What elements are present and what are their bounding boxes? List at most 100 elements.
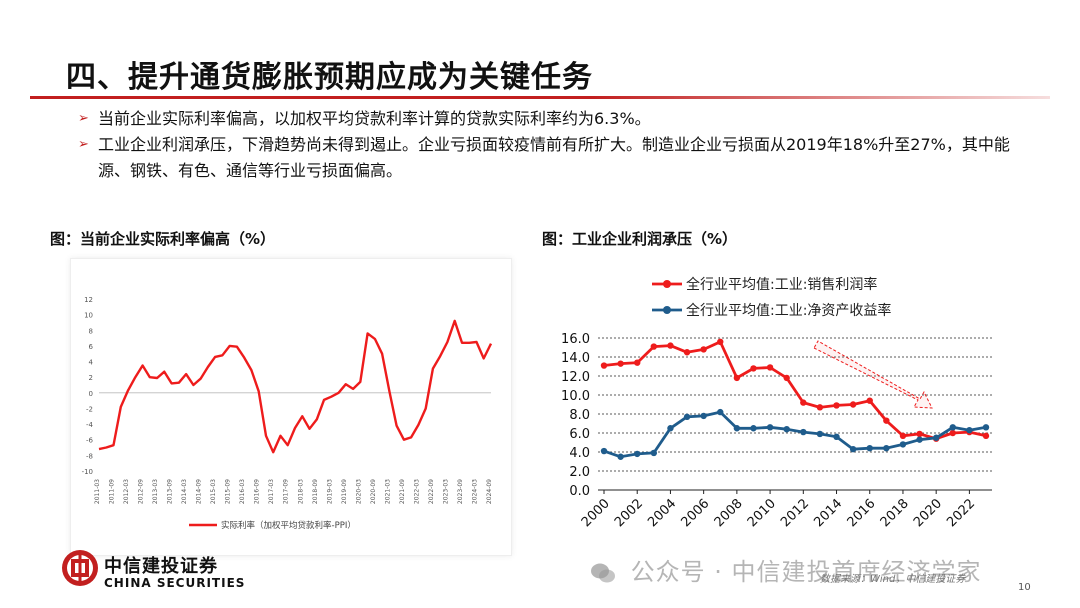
- data-source: 数据来源：Wind，中信建投证券: [820, 574, 966, 585]
- wechat-icon: [591, 563, 615, 583]
- y-tick-label: -8: [86, 452, 93, 460]
- bullet-item: ➢ 工业企业利润承压，下滑趋势尚未得到遏止。企业亏损面较疫情前有所扩大。制造业企…: [78, 132, 1038, 184]
- series-line-real-rate: [98, 319, 493, 454]
- left-chart-frame: 12 10 8 6 4 2 0 -2 -4 -6 -8 -10 2011-03 2011-09 2012-0…: [70, 258, 512, 556]
- y-tick-label: 14.0: [561, 351, 590, 366]
- x-tick-label: 2022-03: [413, 479, 420, 504]
- x-tick-label: 2022: [944, 496, 978, 530]
- y-tick-label: 6: [89, 343, 94, 351]
- data-point: [849, 445, 857, 453]
- x-tick-label: 2014-03: [181, 479, 188, 504]
- y-tick-label: 12.0: [561, 370, 590, 385]
- x-tick-label: 2020: [911, 496, 945, 530]
- x-tick-label: 2010: [745, 496, 779, 530]
- x-tick-label: 2021-09: [399, 479, 406, 504]
- bullet-text: 工业企业利润承压，下滑趋势尚未得到遏止。企业亏损面较疫情前有所扩大。制造业企业亏…: [98, 135, 1010, 180]
- y-tick-label: 4.0: [569, 446, 590, 461]
- data-point: [783, 426, 790, 433]
- legend-marker: [663, 280, 671, 288]
- data-point: [766, 364, 774, 371]
- x-tick-label: 2015-03: [210, 479, 217, 504]
- data-point: [733, 374, 741, 382]
- y-tick-label: -4: [86, 421, 94, 429]
- x-tick-label: 2013-09: [167, 479, 174, 504]
- x-tick-label: 2008: [712, 496, 746, 530]
- x-tick-label: 2022-09: [428, 479, 435, 504]
- data-point: [949, 424, 956, 431]
- y-tick-label: -6: [86, 437, 94, 445]
- data-point: [750, 365, 757, 372]
- data-point: [634, 450, 641, 458]
- data-point: [617, 360, 624, 367]
- data-point: [982, 424, 990, 431]
- legend-marker: [663, 306, 671, 314]
- x-tick-label: 2020-09: [370, 479, 377, 504]
- x-tick-label: 2019-09: [341, 479, 348, 504]
- data-point: [866, 445, 873, 452]
- bullet-list: ➢ 当前企业实际利率偏高，以加权平均贷款利率计算的贷款实际利率约为6.3%。 ➢…: [78, 106, 1038, 184]
- y-tick-label: 8: [89, 327, 93, 335]
- y-tick-label: 4: [89, 359, 94, 367]
- y-tick-label: 8.0: [569, 408, 590, 423]
- data-point: [733, 425, 741, 432]
- x-tick-label: 2011-03: [94, 479, 101, 504]
- x-tick-label: 2016-09: [254, 479, 261, 504]
- data-point: [650, 343, 658, 350]
- x-tick-label: 2013-03: [152, 479, 159, 504]
- y-tick-label: 6.0: [569, 427, 590, 442]
- data-point: [916, 436, 923, 443]
- x-tick-label: 2023-03: [442, 479, 449, 504]
- series-line: [603, 410, 987, 459]
- data-point: [816, 404, 824, 411]
- x-tick-label: 2018-09: [312, 479, 319, 504]
- x-tick-label: 2014: [811, 496, 845, 530]
- data-point: [667, 425, 674, 432]
- data-point: [949, 429, 956, 437]
- y-tick-label: 10: [84, 312, 93, 320]
- data-point: [600, 447, 608, 455]
- bullet-item: ➢ 当前企业实际利率偏高，以加权平均贷款利率计算的贷款实际利率约为6.3%。: [78, 106, 1038, 132]
- x-tick-label: 2021-03: [384, 479, 391, 504]
- right-chart-label: 图：工业企业利润承压（%）: [542, 230, 738, 248]
- x-tick-label: 2016: [845, 496, 879, 530]
- x-tick-label: 2002: [612, 496, 646, 530]
- data-point: [833, 402, 840, 409]
- x-tick-label: 2024-09: [486, 479, 493, 504]
- data-point: [717, 338, 724, 345]
- bullet-arrow-icon: ➢: [78, 111, 89, 126]
- title-underline: [30, 96, 1050, 99]
- data-point: [833, 433, 840, 440]
- data-point: [766, 424, 774, 431]
- y-tick-label: 2.0: [569, 465, 590, 480]
- data-point: [916, 430, 923, 438]
- x-tick-label: 2017-09: [283, 479, 290, 504]
- x-tick-label: 2018: [878, 496, 912, 530]
- x-tick-label: 2000: [579, 496, 613, 530]
- legend-label: 实际利率（加权平均贷款利率-PPI）: [221, 520, 356, 531]
- x-tick-label: 2016-03: [239, 479, 246, 504]
- y-tick-label: 10.0: [561, 389, 590, 404]
- y-tick-label: 2: [89, 374, 93, 382]
- logo-text-en: CHINA SECURITIES: [104, 576, 246, 590]
- data-point: [667, 342, 674, 349]
- y-tick-label: 12: [84, 296, 93, 304]
- x-tick-label: 2015-09: [225, 479, 232, 504]
- data-point: [600, 362, 608, 369]
- data-point: [966, 426, 973, 434]
- data-point: [883, 417, 890, 424]
- citic-logo-icon: [62, 550, 98, 586]
- y-tick-label: 0.0: [569, 484, 590, 499]
- data-point: [700, 346, 707, 353]
- data-point: [650, 449, 658, 457]
- x-tick-label: 2011-09: [109, 479, 116, 504]
- x-tick-label: 2012-09: [138, 479, 145, 504]
- y-tick-label: -2: [86, 405, 93, 413]
- data-point: [866, 397, 873, 404]
- x-tick-label: 2020-03: [355, 479, 362, 504]
- data-point: [982, 432, 990, 440]
- y-tick-label: 16.0: [561, 332, 590, 347]
- data-point: [849, 401, 857, 408]
- legend-label: 全行业平均值:工业:净资产收益率: [686, 302, 891, 319]
- x-tick-label: 2012: [778, 496, 812, 530]
